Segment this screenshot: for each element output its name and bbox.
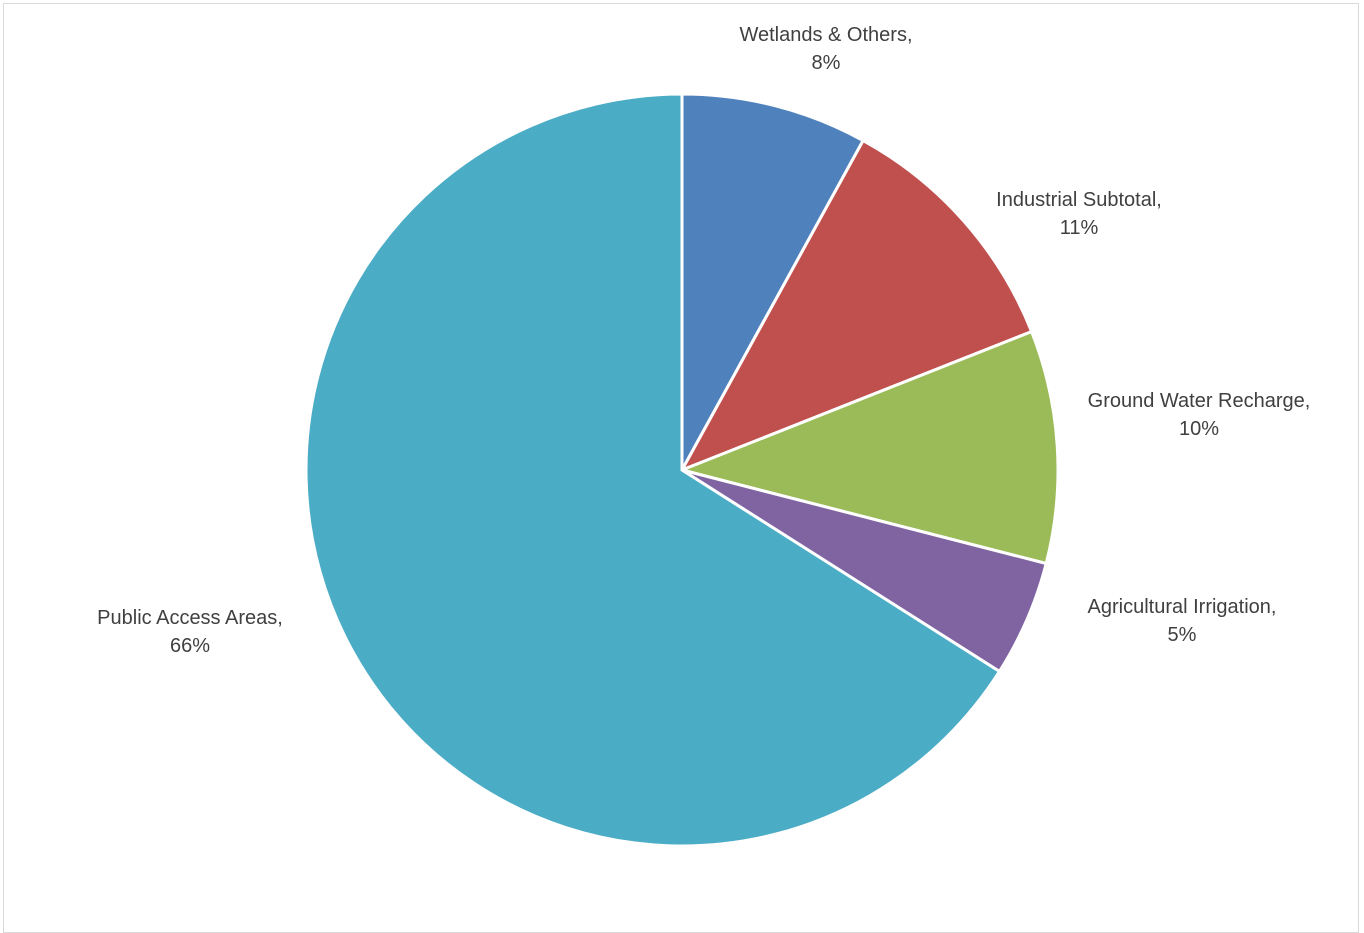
- data-label-category: Public Access Areas,: [97, 607, 283, 629]
- data-labels: Wetlands & Others, 8% Industrial Subtotal,…: [97, 24, 1310, 657]
- data-label-percent: 66%: [170, 635, 210, 657]
- data-label-percent: 11%: [1060, 217, 1099, 239]
- data-label-industrial-subtotal: Industrial Subtotal, 11%: [996, 189, 1162, 239]
- pie-slice-public-access-areas: [304, 92, 1002, 848]
- data-label-public-access-areas: Public Access Areas, 66%: [97, 607, 283, 657]
- pie-slice-industrial-subtotal: [678, 138, 1034, 473]
- data-label-category: Industrial Subtotal,: [996, 189, 1162, 211]
- pie-slices: [304, 92, 1060, 848]
- pie-slice-ground-water-recharge: [677, 329, 1060, 566]
- data-label-percent: 10%: [1179, 418, 1219, 440]
- data-label-category: Agricultural Irrigation,: [1088, 596, 1277, 618]
- data-label-percent: 8%: [812, 52, 841, 74]
- data-label-category: Ground Water Recharge,: [1088, 390, 1311, 412]
- pie-slice-wetlands-others: [680, 92, 866, 471]
- data-label-wetlands-others: Wetlands & Others, 8%: [739, 24, 912, 74]
- data-label-percent: 5%: [1168, 624, 1197, 646]
- data-label-category: Wetlands & Others,: [739, 24, 912, 46]
- data-label-ground-water-recharge: Ground Water Recharge, 10%: [1088, 390, 1311, 440]
- data-label-agricultural-irrigation: Agricultural Irrigation, 5%: [1088, 596, 1277, 646]
